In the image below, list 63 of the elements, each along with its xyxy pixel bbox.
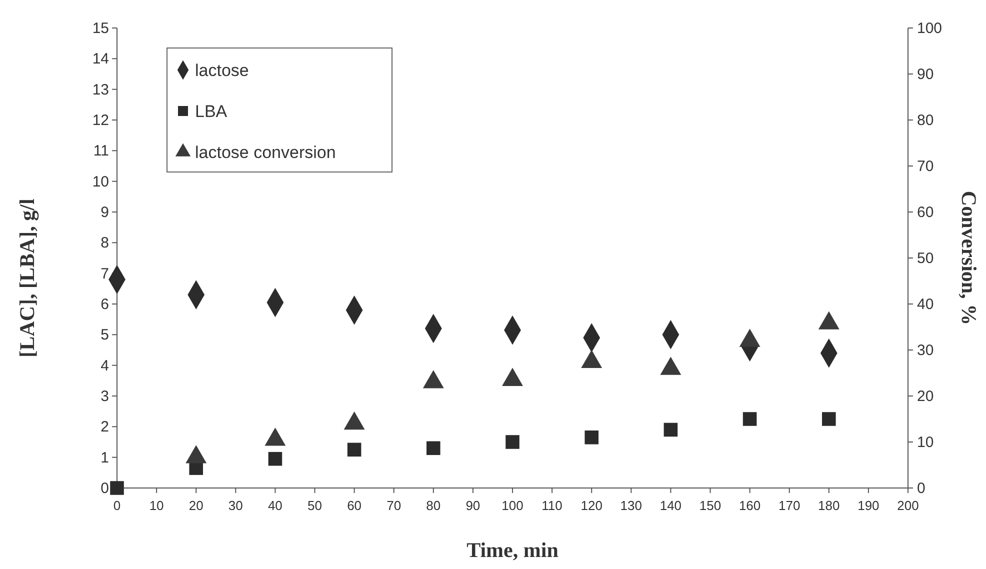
y2-tick-label: 40 <box>917 296 934 313</box>
x-tick-label: 80 <box>426 498 441 513</box>
x-tick-label: 190 <box>858 498 880 513</box>
y-tick-label: 13 <box>92 81 109 98</box>
y2-tick-label: 100 <box>917 20 942 37</box>
y-tick-label: 4 <box>100 357 109 374</box>
point <box>347 442 362 457</box>
x-tick-label: 200 <box>897 498 919 513</box>
point <box>110 481 124 495</box>
y2-axis-title: Conversion, % <box>957 190 981 326</box>
x-tick-label: 160 <box>738 498 761 513</box>
x-tick-label: 0 <box>113 498 121 513</box>
y-tick-label: 12 <box>92 112 109 129</box>
y-axis-title: [LAC], [LBA], g/l <box>15 198 39 358</box>
y2-tick-label: 10 <box>917 434 934 451</box>
point <box>664 422 678 437</box>
x-tick-label: 120 <box>580 498 602 513</box>
x-axis-title: Time, min <box>466 538 559 562</box>
x-tick-label: 180 <box>818 498 840 513</box>
y2-tick-label: 60 <box>917 204 934 221</box>
point <box>506 435 520 449</box>
x-tick-label: 40 <box>268 498 282 513</box>
x-tick-label: 130 <box>620 498 642 513</box>
x-tick-label: 60 <box>347 498 362 513</box>
x-tick-label: 100 <box>502 498 524 513</box>
x-tick-label: 70 <box>386 498 402 513</box>
point <box>742 412 757 426</box>
y-tick-label: 3 <box>100 388 109 405</box>
y2-tick-label: 80 <box>917 112 934 129</box>
point <box>822 412 836 426</box>
y2-tick-label: 70 <box>917 158 934 175</box>
x-tick-label: 90 <box>466 498 480 513</box>
x-tick-label: 150 <box>699 498 722 513</box>
y-tick-label: 0 <box>100 480 109 497</box>
y2-tick-label: 0 <box>917 480 926 497</box>
y-tick-label: 15 <box>92 20 109 37</box>
legend-label: lactose <box>195 61 249 80</box>
y2-tick-label: 50 <box>917 250 934 267</box>
x-tick-label: 20 <box>188 498 204 513</box>
y2-tick-label: 20 <box>917 388 934 405</box>
point <box>584 430 598 444</box>
x-tick-label: 140 <box>660 498 682 513</box>
y-tick-label: 14 <box>92 50 109 68</box>
x-tick-label: 110 <box>542 498 562 513</box>
point <box>268 452 282 466</box>
y-tick-label: 7 <box>100 265 109 282</box>
y-tick-label: 1 <box>100 449 109 466</box>
y2-tick-label: 30 <box>917 342 934 359</box>
x-tick-label: 170 <box>778 498 800 513</box>
y-tick-label: 10 <box>92 173 109 190</box>
legend-label: lactose conversion <box>195 143 336 162</box>
y-tick-label: 8 <box>100 234 109 252</box>
y-tick-label: 5 <box>100 326 109 344</box>
x-tick-label: 50 <box>308 498 322 513</box>
y-tick-label: 11 <box>93 142 109 160</box>
y2-tick-label: 90 <box>917 66 934 83</box>
x-tick-label: 10 <box>149 498 164 513</box>
y-tick-label: 6 <box>100 296 109 313</box>
y-tick-label: 9 <box>100 204 109 221</box>
point <box>426 441 440 456</box>
legend-label: LBA <box>195 102 228 121</box>
y-tick-label: 2 <box>100 418 109 436</box>
x-tick-label: 30 <box>228 498 243 513</box>
